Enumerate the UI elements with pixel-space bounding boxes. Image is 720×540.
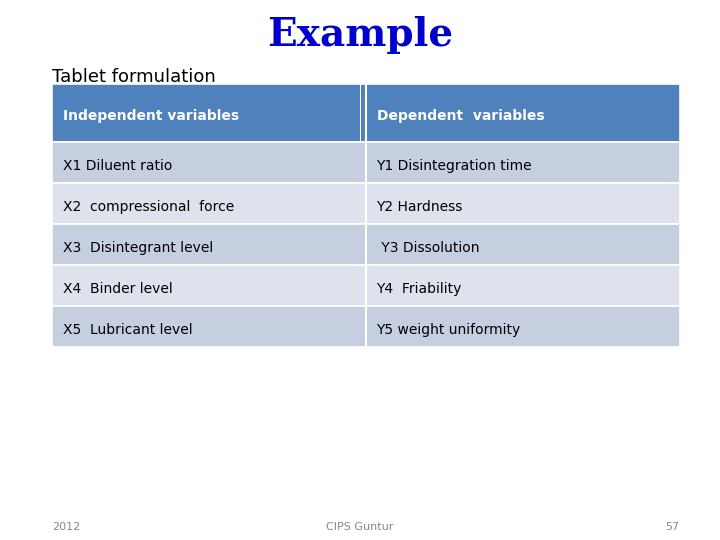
Text: X5  Lubricant level: X5 Lubricant level [63,323,192,337]
Text: Dependent  variables: Dependent variables [377,109,544,123]
Text: 57: 57 [665,522,680,531]
Text: 2012: 2012 [52,522,80,531]
Text: Independent variables: Independent variables [63,109,239,123]
Text: CIPS Guntur: CIPS Guntur [326,522,394,531]
Text: Y4  Friability: Y4 Friability [377,282,462,296]
Text: Tablet formulation: Tablet formulation [52,68,215,86]
Text: X3  Disintegrant level: X3 Disintegrant level [63,241,213,255]
Text: Y3 Dissolution: Y3 Dissolution [377,241,479,255]
Text: X4  Binder level: X4 Binder level [63,282,172,296]
Text: Y1 Disintegration time: Y1 Disintegration time [377,159,532,173]
Text: X1 Diluent ratio: X1 Diluent ratio [63,159,172,173]
Text: Example: Example [267,16,453,54]
Text: Y2 Hardness: Y2 Hardness [377,200,463,214]
Text: Y5 weight uniformity: Y5 weight uniformity [377,323,521,337]
Text: X2  compressional  force: X2 compressional force [63,200,234,214]
